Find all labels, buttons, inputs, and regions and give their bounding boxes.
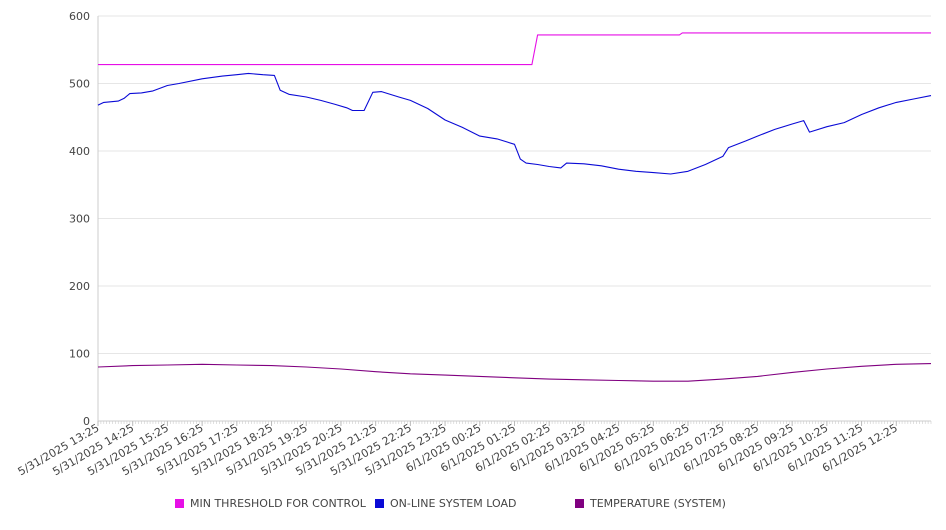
y-tick-label: 400 [69,145,90,158]
y-tick-label: 500 [69,78,90,91]
system-load-swatch-icon [375,499,384,508]
system-load-line[interactable] [97,72,932,175]
legend-label-min-threshold: MIN THRESHOLD FOR CONTROL [190,497,366,510]
gridlines [98,15,931,422]
legend-label-system-load: ON-LINE SYSTEM LOAD [390,497,517,510]
legend: MIN THRESHOLD FOR CONTROL ON-LINE SYSTEM… [0,497,946,515]
legend-item-system-load[interactable]: ON-LINE SYSTEM LOAD [375,497,516,510]
legend-item-min-threshold[interactable]: MIN THRESHOLD FOR CONTROL [175,497,366,510]
y-tick-label: 600 [69,10,90,23]
y-tick-label: 0 [83,415,90,428]
legend-item-temperature[interactable]: TEMPERATURE (SYSTEM) [575,497,726,510]
x-tick-labels: 5/31/2025 13:255/31/2025 14:255/31/2025 … [16,421,900,478]
y-tick-label: 100 [69,348,90,361]
min-threshold-line[interactable] [98,32,931,66]
temperature-line[interactable] [97,363,932,382]
legend-label-temperature: TEMPERATURE (SYSTEM) [590,497,726,510]
y-tick-labels: 0 100 200 300 400 500 600 [69,10,90,428]
axes [97,16,932,426]
min-threshold-swatch-icon [175,499,184,508]
y-tick-label: 300 [69,213,90,226]
temperature-swatch-icon [575,499,584,508]
y-tick-label: 200 [69,280,90,293]
series-lines [97,32,932,382]
